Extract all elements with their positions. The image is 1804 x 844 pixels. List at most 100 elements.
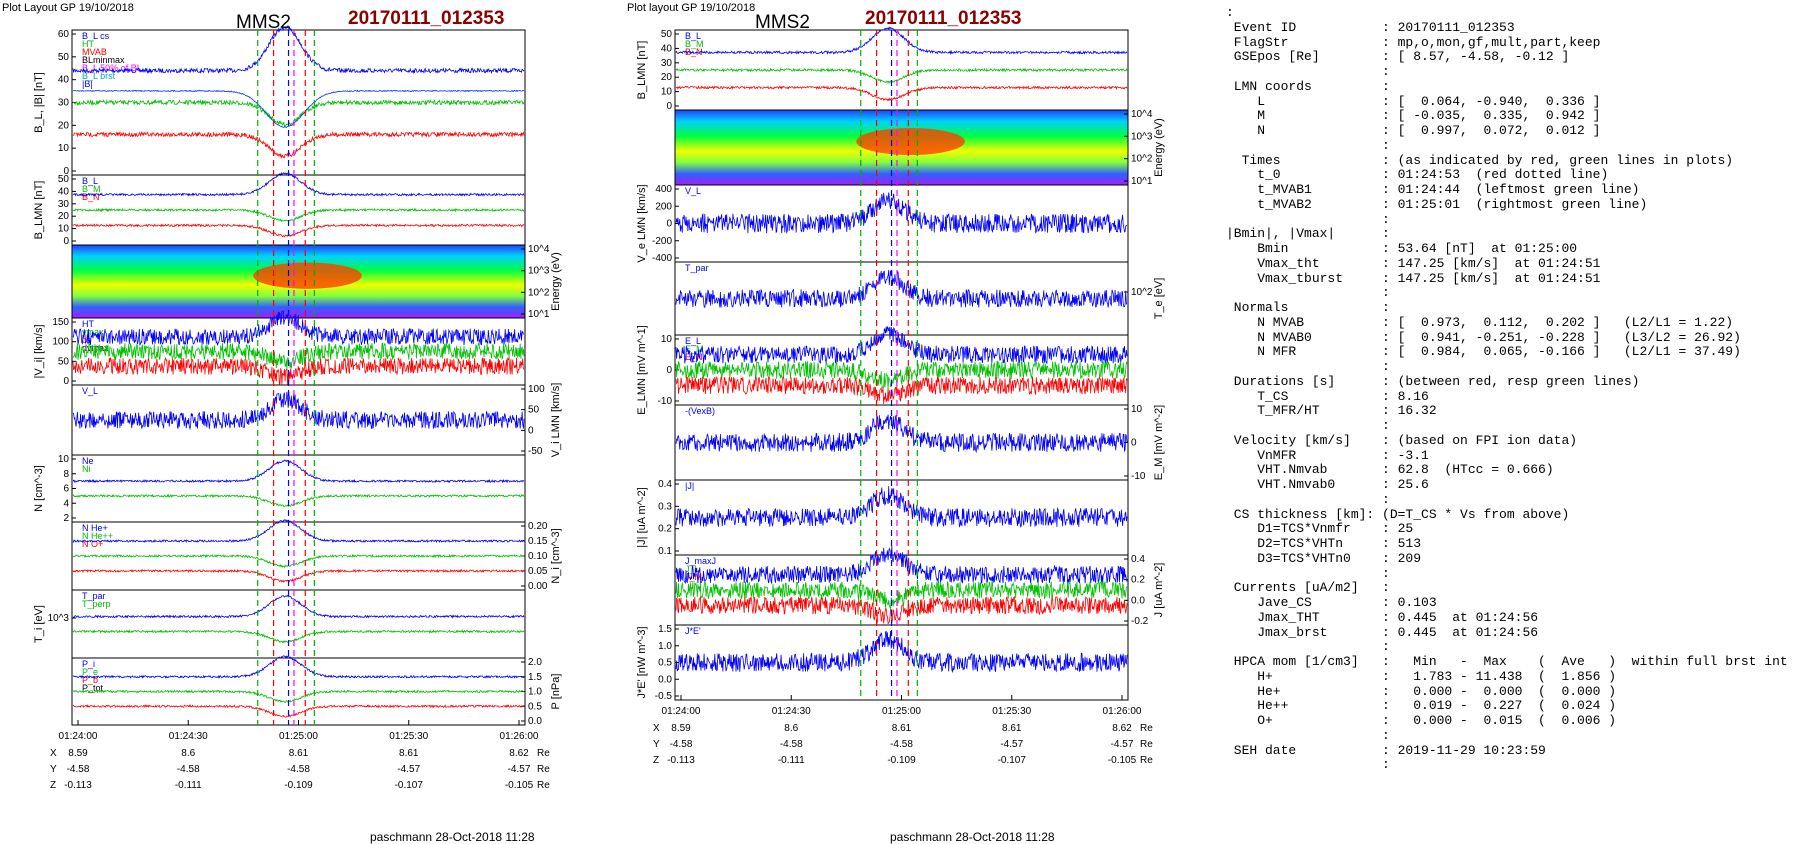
y-axis-label: J*E' [nW m^-3] [636, 626, 648, 698]
info-line: |Bmin|, |Vmax| : [1226, 226, 1390, 242]
panel-8: 0.0 0.5 1.0 1.5 2.0 P [nPa] P_iP_eP_bP_tot [71, 655, 562, 727]
tick-label-left: 10^3 [48, 613, 70, 624]
series-line [72, 568, 525, 583]
legend-entry: B_M [82, 184, 101, 194]
tick-label-left: 20 [661, 72, 673, 83]
info-line: : [1226, 5, 1234, 20]
info-line: D3=TCS*VHTn0 : 209 [1226, 550, 1422, 566]
panel-4: -50 0 50 100 V_i LMN [km/s] V_L [71, 383, 562, 457]
figure-title: MMS2 [755, 12, 810, 33]
tick-label-right: 0.0 [528, 716, 542, 727]
series-line [675, 486, 1128, 528]
spectrogram-hotspot [856, 128, 965, 155]
position-value: 8.59 [671, 723, 691, 734]
legend-entry: B_N [82, 192, 100, 202]
info-line: : [1226, 285, 1390, 301]
position-row-label: Z [653, 755, 659, 766]
series-line [72, 341, 525, 369]
y-axis-label: T_i [eV] [33, 605, 45, 643]
position-unit: Re [1140, 723, 1153, 734]
position-value: -0.105 [1108, 755, 1137, 766]
position-value: 8.59 [68, 748, 88, 759]
legend-entry: B_L [685, 31, 701, 41]
tick-label-left: -10 [658, 396, 673, 407]
info-line: GSEpos [Re] : [ 8.57, -4.58, -0.12 ] [1226, 49, 1570, 65]
position-value: -0.111 [175, 780, 202, 791]
info-line: Jave_CS : 0.103 [1226, 595, 1437, 610]
legend-entry: B_M [685, 39, 704, 49]
legend-entry: V_L [82, 386, 98, 396]
tick-label-right: 100 [528, 384, 545, 395]
panel-6: 0.1 0.2 0.3 0.4 |J| [uA m^-2] |J| [636, 479, 1129, 557]
tick-label-left: 10 [58, 454, 70, 465]
info-line: H+ : 1.783 - 11.438 ( 1.856 ) [1226, 668, 1617, 684]
y-axis-label: B_LMN [nT] [636, 41, 648, 100]
tick-label-right: 0 [528, 425, 534, 436]
legend-entry: B_L [82, 176, 98, 186]
position-value: -4.58 [780, 739, 803, 750]
tick-label-right: 10^2 [528, 287, 550, 298]
legend-entry: T_perp [82, 599, 111, 609]
position-unit: Re [537, 748, 550, 759]
tick-label-left: 0.1 [658, 546, 672, 557]
panel-2: -400 -200 0 200 400 V_e LMN [km/s] V_L [636, 184, 1129, 264]
event-info-panel: : Event ID : 20170111_012353 FlagStr : m… [1226, 5, 1796, 806]
position-unit: Re [1140, 739, 1153, 750]
y-axis-label: E_LMN [mV m^-1] [636, 325, 648, 415]
position-value: -0.111 [778, 755, 805, 766]
tick-label-left: 10 [58, 224, 70, 235]
tick-label-left: 60 [58, 29, 70, 40]
tick-label-right: 10^3 [1131, 131, 1153, 142]
series-line-bold [72, 89, 525, 129]
panel-8: -0.5 0.0 0.5 1.0 1.5 J*E' [nW m^-3] J*E' [636, 624, 1129, 702]
position-value: 8.62 [509, 748, 529, 759]
info-line: t_MVAB2 : 01:25:01 (rightmost green line… [1226, 196, 1648, 212]
y-axis-label-right: Energy (eV) [550, 252, 562, 311]
tick-label-right: 0.05 [528, 566, 548, 577]
tick-label-left: 50 [58, 356, 70, 367]
y-axis-label: V_e LMN [km/s] [636, 184, 648, 262]
legend-entry: B_N [685, 47, 703, 57]
time-tick-label: 01:25:00 [279, 731, 318, 742]
position-unit: Re [537, 764, 550, 775]
legend-entry: HT [82, 319, 94, 329]
tick-label-left: 100 [52, 337, 69, 348]
tick-label-right: 1.0 [528, 687, 542, 698]
position-value: -4.58 [287, 764, 310, 775]
info-line: T_MFR/HT : 16.32 [1226, 403, 1437, 419]
legend-entry: P_b [82, 675, 98, 685]
tick-label-left: 40 [661, 43, 673, 54]
y-axis-label: B_LMN [nT] [33, 181, 45, 240]
tick-label-left: 10 [58, 143, 70, 154]
series-line [675, 580, 1128, 609]
tick-label-left: 50 [58, 52, 70, 63]
panel-0: 0 10 20 30 40 50 60 B_L, |B| [nT] B_L csHTMVABBL… [33, 25, 526, 177]
info-line: N MVAB0 : [ 0.941, -0.251, -0.228 ] (L3/… [1226, 329, 1741, 345]
position-row-label: Z [50, 780, 56, 791]
tick-label-left: 4 [63, 498, 69, 509]
position-value: -4.57 [1000, 739, 1023, 750]
time-tick-label: 01:26:00 [500, 731, 539, 742]
tick-label-left: 0.4 [658, 479, 672, 490]
info-line: LMN coords : [1226, 78, 1390, 94]
series-line [72, 553, 525, 568]
position-row-label: X [653, 723, 660, 734]
y-axis-label-right: J [uA m^-2] [1153, 563, 1165, 618]
info-line: O+ : 0.000 - 0.015 ( 0.006 ) [1226, 713, 1617, 728]
info-line: HPCA mom [1/cm3] : Min - Max ( Ave ) wit… [1226, 654, 1788, 669]
info-line: N : [ 0.997, 0.072, 0.012 ] [1226, 123, 1601, 138]
series-line [675, 375, 1128, 405]
info-line: VnMFR : -3.1 [1226, 447, 1429, 463]
time-tick-label: 01:24:00 [59, 731, 98, 742]
legend-entry: E_M [685, 344, 704, 354]
legend-entry: B_L 50% of BL [82, 63, 142, 73]
series-line [675, 192, 1128, 235]
info-line: VHT.Nmvab : 62.8 (HTcc = 0.666) [1226, 462, 1554, 478]
series-line [72, 594, 525, 619]
tick-label-right: -10 [1131, 471, 1146, 482]
info-line: Bmin : 53.64 [nT] at 01:25:00 [1226, 241, 1578, 256]
position-value: -0.113 [667, 755, 695, 766]
position-value: -4.58 [177, 764, 200, 775]
